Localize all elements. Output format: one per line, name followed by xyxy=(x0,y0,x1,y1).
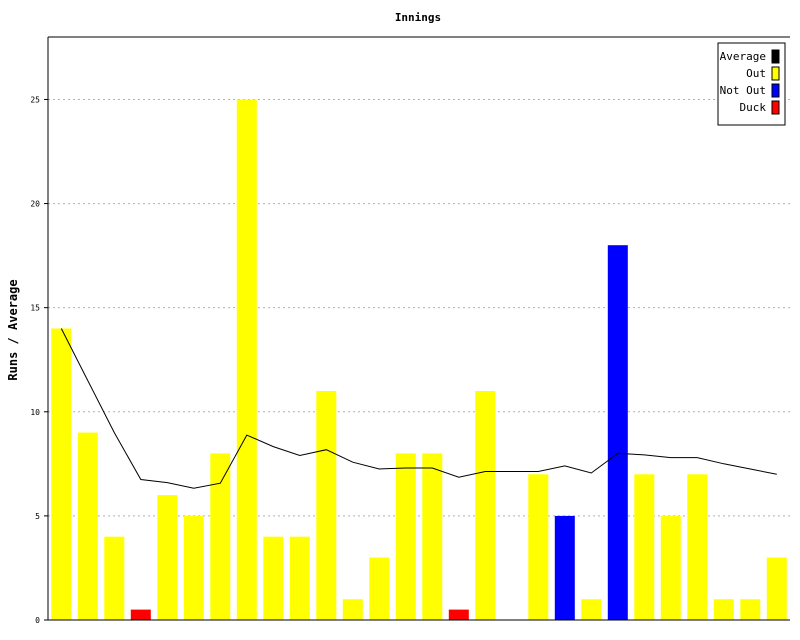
y-tick-label: 20 xyxy=(30,200,40,209)
bar-innings-22 xyxy=(607,245,628,620)
bar-innings-12 xyxy=(342,599,363,620)
legend-label-average: Average xyxy=(720,50,766,63)
bar-innings-5 xyxy=(157,495,178,620)
bar-innings-8 xyxy=(236,99,257,620)
bar-innings-21 xyxy=(581,599,602,620)
y-axis-ticks: 0 5 10 15 20 25 xyxy=(30,95,48,625)
legend-swatch-duck xyxy=(771,100,780,115)
y-axis-label: Runs / Average xyxy=(6,279,20,380)
average-line xyxy=(60,328,777,489)
legend-label-duck: Duck xyxy=(740,101,767,114)
bar-innings-6 xyxy=(183,515,204,620)
y-tick-label: 0 xyxy=(35,616,40,625)
bar-innings-20 xyxy=(554,515,575,620)
bars xyxy=(51,99,787,621)
legend-label-not-out: Not Out xyxy=(720,84,766,97)
chart-title: Innings xyxy=(395,11,441,24)
legend-swatch-out xyxy=(771,66,780,81)
axes xyxy=(47,36,790,621)
legend: Average Out Not Out Duck xyxy=(717,42,786,126)
legend-swatch-not-out xyxy=(771,83,780,98)
bar-innings-26 xyxy=(713,599,734,620)
bar-innings-25 xyxy=(687,474,708,621)
bar-innings-15 xyxy=(422,453,443,620)
bar-innings-4 xyxy=(130,609,151,620)
bar-innings-19 xyxy=(528,474,549,621)
bar-innings-27 xyxy=(740,599,761,620)
bar-innings-24 xyxy=(660,515,681,620)
bar-innings-1 xyxy=(51,328,72,620)
legend-label-out: Out xyxy=(746,67,766,80)
average-line-group xyxy=(60,328,777,489)
y-tick-label: 25 xyxy=(30,95,40,104)
bar-innings-10 xyxy=(289,536,310,620)
bar-innings-14 xyxy=(395,453,416,620)
bar-innings-3 xyxy=(104,536,125,620)
bar-innings-23 xyxy=(634,474,655,621)
bar-innings-7 xyxy=(210,453,231,620)
bar-innings-9 xyxy=(263,536,284,620)
y-tick-label: 10 xyxy=(30,408,40,417)
y-tick-label: 5 xyxy=(35,512,40,521)
bar-innings-16 xyxy=(448,609,469,620)
bar-innings-28 xyxy=(766,557,787,620)
gridlines xyxy=(48,98,790,517)
y-tick-label: 15 xyxy=(30,304,40,313)
bar-innings-2 xyxy=(77,432,98,620)
bar-innings-11 xyxy=(316,391,337,620)
legend-swatch-average xyxy=(771,49,780,64)
bar-innings-17 xyxy=(475,391,496,620)
bar-innings-13 xyxy=(369,557,390,620)
